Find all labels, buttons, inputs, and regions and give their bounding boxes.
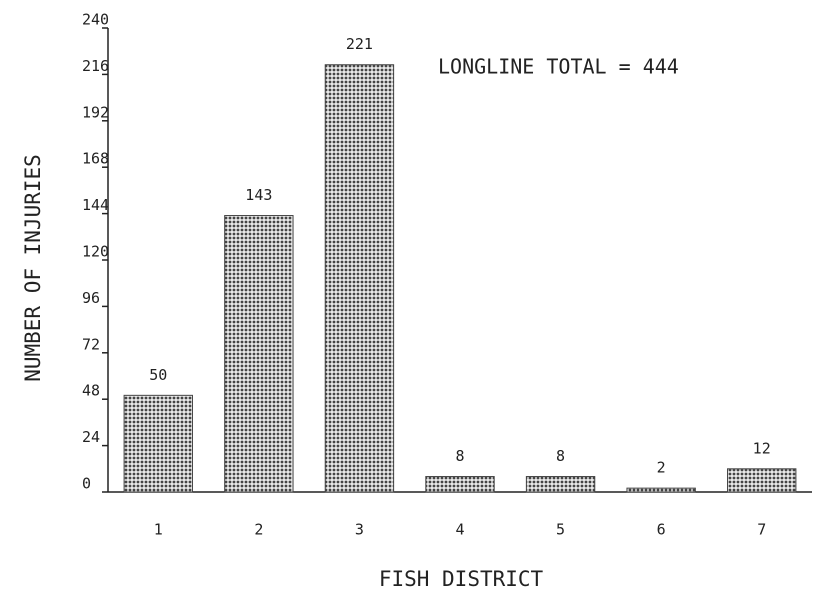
y-tick-label: 72 <box>82 335 100 353</box>
bar <box>123 394 193 493</box>
data-label: 2 <box>657 459 666 477</box>
y-tick-label: 0 <box>82 475 91 493</box>
y-tick-label: 216 <box>82 57 109 75</box>
y-tick-label: 144 <box>82 196 109 214</box>
data-label: 50 <box>149 366 167 384</box>
bar <box>525 476 596 493</box>
annotation: LONGLINE TOTAL = 444 <box>438 55 679 79</box>
bar <box>626 487 696 493</box>
y-tick-label: 168 <box>82 150 109 168</box>
bar <box>425 476 495 493</box>
data-label: 143 <box>245 186 272 204</box>
x-tick-label: 4 <box>455 521 464 539</box>
x-axis-label: FISH DISTRICT <box>379 567 544 591</box>
y-tick-label: 240 <box>82 11 109 29</box>
y-axis-label: NUMBER OF INJURIES <box>21 154 45 382</box>
data-label: 221 <box>346 35 373 53</box>
y-tick-label: 48 <box>82 382 100 400</box>
x-tick-label: 3 <box>355 521 364 539</box>
x-tick-label: 2 <box>254 521 263 539</box>
y-tick-label: 192 <box>82 103 109 121</box>
x-tick-label: 7 <box>757 521 766 539</box>
y-tick-label: 24 <box>82 428 100 446</box>
bar <box>224 215 294 493</box>
bar <box>727 468 797 493</box>
y-tick-label: 96 <box>82 289 100 307</box>
x-tick-label: 6 <box>657 521 666 539</box>
data-label: 8 <box>455 447 464 465</box>
x-tick-label: 1 <box>154 521 163 539</box>
data-label: 12 <box>753 439 771 457</box>
bar <box>324 64 395 493</box>
data-label: 8 <box>556 447 565 465</box>
x-tick-label: 5 <box>556 521 565 539</box>
y-tick-label: 120 <box>82 243 109 261</box>
